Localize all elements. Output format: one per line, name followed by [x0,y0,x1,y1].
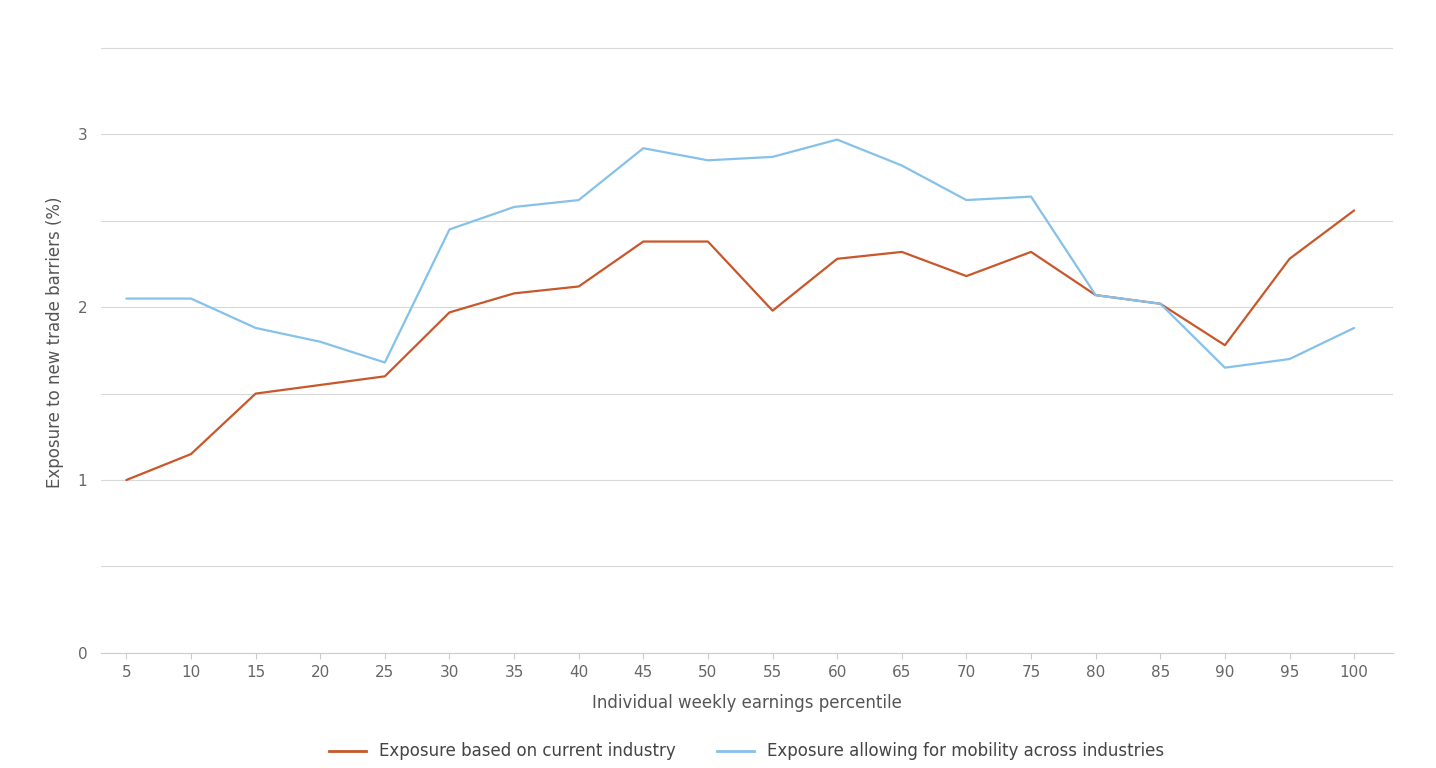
Y-axis label: Exposure to new trade barriers (%): Exposure to new trade barriers (%) [46,196,63,488]
Legend: Exposure based on current industry, Exposure allowing for mobility across indust: Exposure based on current industry, Expo… [322,736,1172,767]
X-axis label: Individual weekly earnings percentile: Individual weekly earnings percentile [592,694,902,712]
